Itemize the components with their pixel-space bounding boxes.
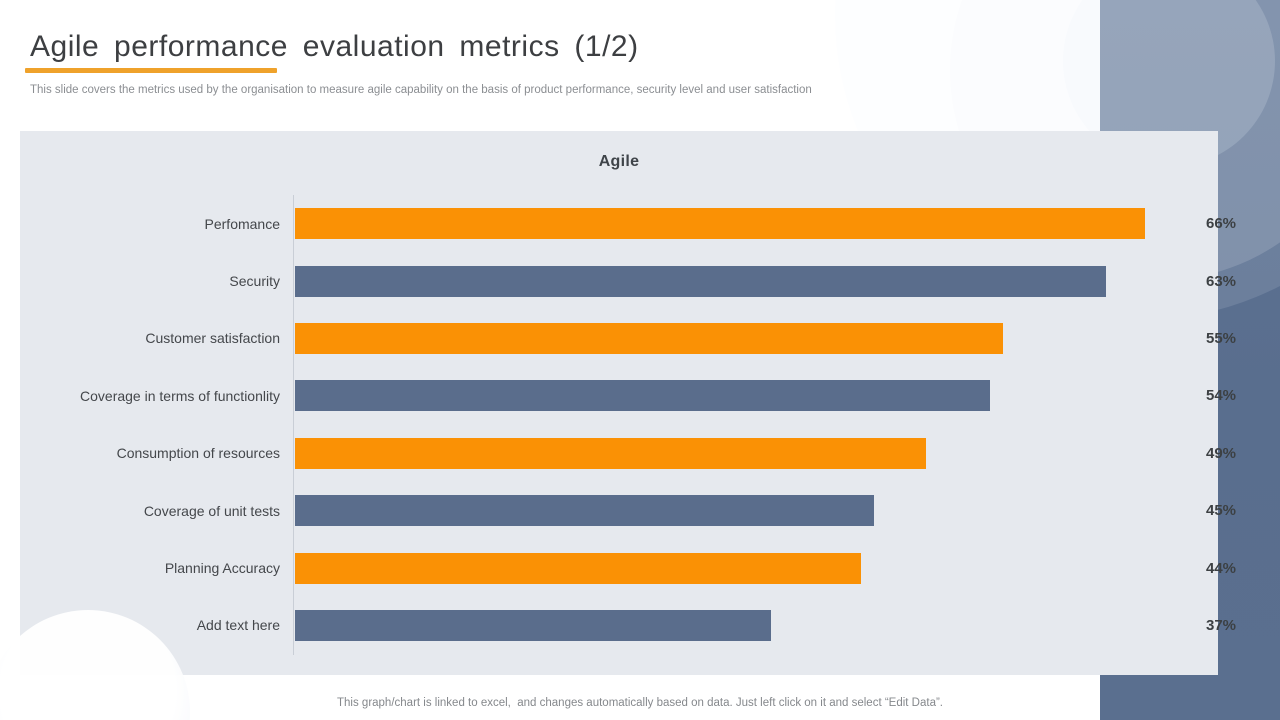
bar[interactable] — [295, 552, 862, 584]
chart-row: Security 63% — [20, 252, 1236, 309]
chart-row: Add text here 37% — [20, 597, 1236, 654]
value-label: 54% — [1206, 387, 1237, 405]
bar-track — [295, 380, 1196, 412]
category-label: Consumption of resources — [116, 445, 280, 462]
bar-track — [295, 437, 1196, 469]
bar-track — [295, 265, 1196, 297]
bar[interactable] — [295, 208, 1145, 240]
category-label: Planning Accuracy — [164, 560, 280, 577]
category-label: Coverage of unit tests — [143, 502, 280, 519]
chart-axis-line — [293, 195, 294, 655]
bar[interactable] — [295, 495, 875, 527]
value-label: 49% — [1206, 444, 1237, 462]
value-label: 37% — [1206, 616, 1237, 634]
bar[interactable] — [295, 265, 1106, 297]
value-label: 63% — [1206, 272, 1237, 290]
bar-track — [295, 552, 1196, 584]
chart-title: Agile — [598, 153, 640, 170]
slide-title: Agile performance evaluation metrics (1/… — [30, 30, 639, 63]
bar-track — [295, 495, 1196, 527]
bar-track — [295, 609, 1196, 641]
chart-row: Customer satisfaction 55% — [20, 310, 1236, 367]
bar[interactable] — [295, 437, 926, 469]
category-label: Add text here — [196, 617, 280, 634]
value-label: 55% — [1206, 329, 1237, 347]
chart-row: Consumption of resources 49% — [20, 425, 1236, 482]
chart-row: Planning Accuracy 44% — [20, 539, 1236, 596]
value-label: 44% — [1206, 559, 1237, 577]
chart-row: Coverage of unit tests 45% — [20, 482, 1236, 539]
category-label: Security — [229, 273, 280, 290]
bar[interactable] — [295, 609, 772, 641]
bar[interactable] — [295, 322, 1003, 354]
category-label: Perfomance — [204, 215, 280, 232]
chart-row: Perfomance 66% — [20, 195, 1236, 252]
chart-rows: Perfomance 66% Security 63% Customer satisfa… — [20, 195, 1236, 654]
slide-footer-note: This graph/chart is linked to excel, and… — [337, 697, 943, 709]
slide-subtitle: This slide covers the metrics used by th… — [30, 84, 812, 96]
category-label: Coverage in terms of functionlity — [80, 387, 280, 404]
value-label: 45% — [1206, 502, 1237, 520]
bar-track — [295, 322, 1196, 354]
bar-track — [295, 208, 1196, 240]
title-underline — [25, 68, 277, 73]
bar[interactable] — [295, 380, 991, 412]
category-label: Customer satisfaction — [145, 330, 280, 347]
value-label: 66% — [1206, 215, 1237, 233]
bar-chart[interactable]: Agile Perfomance 66% Security 63% Customer s… — [20, 131, 1236, 675]
chart-row: Coverage in terms of functionlity 54% — [20, 367, 1236, 424]
